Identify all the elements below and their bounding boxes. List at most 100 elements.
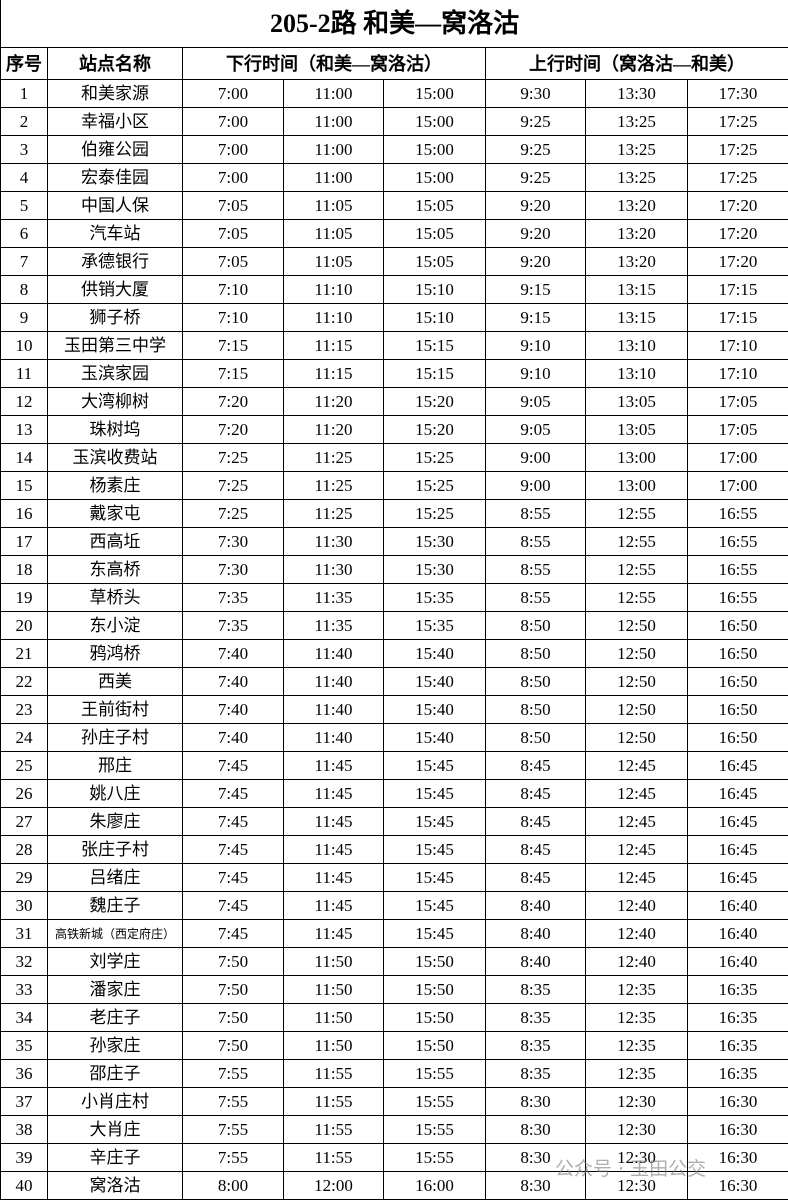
serial-cell: 33 xyxy=(0,975,48,1004)
time-cell: 15:00 xyxy=(383,107,486,136)
table-row: 35 孙家庄 7:50 11:50 15:50 8:35 12:35 16:35 xyxy=(0,1031,788,1060)
station-cell: 西美 xyxy=(47,667,183,696)
time-cell: 8:55 xyxy=(485,555,586,584)
station-cell: 张庄子村 xyxy=(47,835,183,864)
table-row: 2 幸福小区 7:00 11:00 15:00 9:25 13:25 17:25 xyxy=(0,107,788,136)
time-cell: 7:55 xyxy=(182,1087,284,1116)
time-cell: 7:05 xyxy=(182,191,284,220)
table-row: 31 高铁新城（西定府庄） 7:45 11:45 15:45 8:40 12:40 16:40 xyxy=(0,919,788,948)
time-cell: 8:50 xyxy=(485,667,586,696)
time-cell: 11:00 xyxy=(283,107,384,136)
time-cell: 15:15 xyxy=(383,331,486,360)
serial-cell: 36 xyxy=(0,1059,48,1088)
serial-cell: 26 xyxy=(0,779,48,808)
station-cell: 供销大厦 xyxy=(47,275,183,304)
time-cell: 8:45 xyxy=(485,807,586,836)
time-cell: 7:45 xyxy=(182,835,284,864)
serial-cell: 38 xyxy=(0,1115,48,1144)
time-cell: 15:00 xyxy=(383,135,486,164)
time-cell: 11:30 xyxy=(283,527,384,556)
time-cell: 12:50 xyxy=(585,723,688,752)
time-cell: 17:20 xyxy=(686,219,788,248)
table-row: 25 邢庄 7:45 11:45 15:45 8:45 12:45 16:45 xyxy=(0,751,788,780)
time-cell: 8:00 xyxy=(182,1171,284,1200)
time-cell: 13:25 xyxy=(585,135,688,164)
time-cell: 8:50 xyxy=(485,611,586,640)
time-cell: 15:40 xyxy=(383,667,486,696)
time-cell: 15:05 xyxy=(383,191,486,220)
time-cell: 11:05 xyxy=(283,247,384,276)
serial-cell: 2 xyxy=(0,107,48,136)
time-cell: 13:10 xyxy=(585,331,688,360)
table-row: 10 玉田第三中学 7:15 11:15 15:15 9:10 13:10 17:10 xyxy=(0,331,788,360)
time-cell: 15:05 xyxy=(383,247,486,276)
time-cell: 15:20 xyxy=(383,415,486,444)
time-cell: 17:10 xyxy=(686,359,788,388)
table-row: 9 狮子桥 7:10 11:10 15:10 9:15 13:15 17:15 xyxy=(0,303,788,332)
station-cell: 和美家源 xyxy=(47,79,183,108)
serial-cell: 40 xyxy=(0,1171,48,1200)
time-cell: 8:50 xyxy=(485,723,586,752)
title: 205-2路 和美—窝洛沽 xyxy=(0,0,788,48)
station-cell: 中国人保 xyxy=(47,191,183,220)
table-row: 5 中国人保 7:05 11:05 15:05 9:20 13:20 17:20 xyxy=(0,191,788,220)
time-cell: 8:35 xyxy=(485,1031,586,1060)
time-cell: 7:40 xyxy=(182,695,284,724)
time-cell: 13:20 xyxy=(585,219,688,248)
time-cell: 15:45 xyxy=(383,751,486,780)
table-row: 8 供销大厦 7:10 11:10 15:10 9:15 13:15 17:15 xyxy=(0,275,788,304)
time-cell: 11:50 xyxy=(283,947,384,976)
time-cell: 11:00 xyxy=(283,163,384,192)
time-cell: 11:10 xyxy=(283,275,384,304)
station-cell: 邵庄子 xyxy=(47,1059,183,1088)
time-cell: 7:25 xyxy=(182,499,284,528)
time-cell: 11:15 xyxy=(283,359,384,388)
station-cell: 幸福小区 xyxy=(47,107,183,136)
time-cell: 8:40 xyxy=(485,891,586,920)
time-cell: 11:45 xyxy=(283,807,384,836)
time-cell: 16:50 xyxy=(686,667,788,696)
time-cell: 16:30 xyxy=(686,1115,788,1144)
time-cell: 9:25 xyxy=(485,163,586,192)
table-row: 12 大湾柳树 7:20 11:20 15:20 9:05 13:05 17:05 xyxy=(0,387,788,416)
time-cell: 11:45 xyxy=(283,751,384,780)
table-row: 23 王前街村 7:40 11:40 15:40 8:50 12:50 16:50 xyxy=(0,695,788,724)
time-cell: 17:20 xyxy=(686,247,788,276)
time-cell: 9:20 xyxy=(485,247,586,276)
table-row: 14 玉滨收费站 7:25 11:25 15:25 9:00 13:00 17:00 xyxy=(0,443,788,472)
time-cell: 13:05 xyxy=(585,415,688,444)
table-row: 15 杨素庄 7:25 11:25 15:25 9:00 13:00 17:00 xyxy=(0,471,788,500)
station-cell: 孙庄子村 xyxy=(47,723,183,752)
station-cell: 东高桥 xyxy=(47,555,183,584)
time-cell: 13:30 xyxy=(585,79,688,108)
time-cell: 11:35 xyxy=(283,611,384,640)
time-cell: 13:20 xyxy=(585,247,688,276)
time-cell: 11:20 xyxy=(283,387,384,416)
time-cell: 13:10 xyxy=(585,359,688,388)
time-cell: 12:45 xyxy=(585,863,688,892)
serial-cell: 39 xyxy=(0,1143,48,1172)
time-cell: 17:05 xyxy=(686,415,788,444)
time-cell: 12:40 xyxy=(585,891,688,920)
station-cell: 潘家庄 xyxy=(47,975,183,1004)
time-cell: 8:45 xyxy=(485,751,586,780)
station-cell: 王前街村 xyxy=(47,695,183,724)
time-cell: 8:45 xyxy=(485,779,586,808)
time-cell: 7:55 xyxy=(182,1143,284,1172)
time-cell: 16:35 xyxy=(686,1059,788,1088)
table-row: 26 姚八庄 7:45 11:45 15:45 8:45 12:45 16:45 xyxy=(0,779,788,808)
time-cell: 17:05 xyxy=(686,387,788,416)
time-cell: 15:55 xyxy=(383,1115,486,1144)
serial-cell: 12 xyxy=(0,387,48,416)
table-row: 28 张庄子村 7:45 11:45 15:45 8:45 12:45 16:45 xyxy=(0,835,788,864)
time-cell: 15:45 xyxy=(383,891,486,920)
station-cell: 高铁新城（西定府庄） xyxy=(47,919,183,948)
time-cell: 7:30 xyxy=(182,555,284,584)
serial-cell: 21 xyxy=(0,639,48,668)
time-cell: 11:05 xyxy=(283,219,384,248)
time-cell: 15:50 xyxy=(383,947,486,976)
time-cell: 7:10 xyxy=(182,275,284,304)
serial-cell: 29 xyxy=(0,863,48,892)
station-cell: 窝洛沽 xyxy=(47,1171,183,1200)
